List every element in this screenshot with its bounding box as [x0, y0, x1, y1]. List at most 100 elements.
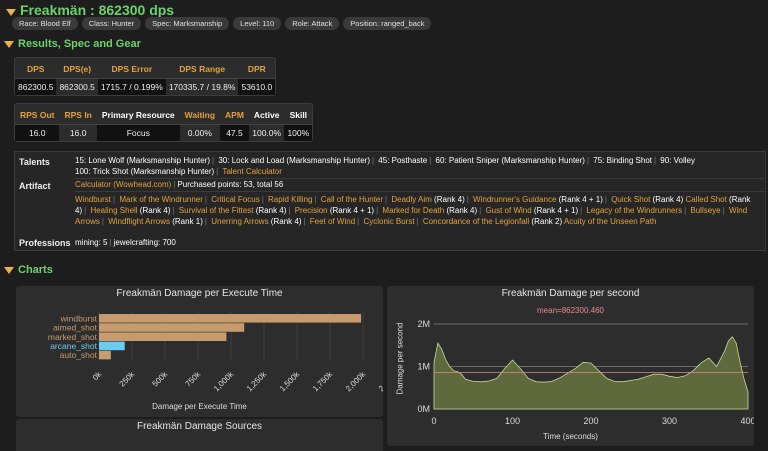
- bar: [99, 323, 245, 332]
- chart-title: Freakmän Damage Sources: [136, 421, 263, 432]
- artifact-trait[interactable]: Quick Shot (Rank 4): [611, 195, 684, 204]
- chart-subtitle: mean=862300.460: [537, 306, 604, 315]
- dps-area-series: [433, 336, 749, 410]
- bar: [99, 314, 362, 323]
- level-pill: Level: 110: [233, 17, 282, 30]
- bar: [99, 350, 111, 360]
- y-tick-label: 1M: [417, 362, 430, 372]
- talents-list: 15: Lone Wolf (Marksmanship Hunter) | 30:…: [75, 155, 765, 179]
- professions-label: Professions: [19, 238, 71, 248]
- artifact-trait[interactable]: Marked for Death (Rank 4): [382, 206, 478, 215]
- talent-item: 100: Trick Shot (Marksmanship Hunter): [75, 167, 215, 176]
- bar-label: marked_shot: [48, 332, 98, 342]
- artifact-trait[interactable]: Gust of Wind (Rank 4 + 1): [485, 206, 579, 215]
- skill-value: 100%: [284, 124, 313, 141]
- primary-resource-value: Focus: [96, 124, 180, 141]
- page-header[interactable]: Freakmän : 862300 dps: [6, 2, 174, 18]
- artifact-trait[interactable]: Wind Arrows: [75, 206, 748, 226]
- artifact-trait[interactable]: Windburst: [75, 195, 112, 204]
- artifact-trait[interactable]: Critical Focus: [211, 195, 260, 204]
- character-info-box: Talents 15: Lone Wolf (Marksmanship Hunt…: [14, 151, 766, 251]
- collapse-triangle-icon[interactable]: [4, 41, 14, 49]
- results-section-header[interactable]: Results, Spec and Gear: [4, 38, 141, 50]
- x-tick-label: 750k: [184, 369, 203, 388]
- x-tick-label: 200: [583, 416, 598, 426]
- rps-out-value: 16.0: [15, 124, 60, 141]
- professions-list: mining: 5 | jewelcrafting: 700: [75, 238, 176, 247]
- waiting-header: Waiting: [184, 110, 216, 120]
- collapse-triangle-icon[interactable]: [4, 267, 14, 275]
- charts-section-header[interactable]: Charts: [4, 264, 53, 276]
- bar-label: auto_shot: [60, 350, 98, 360]
- talent-calculator-link[interactable]: Talent Calculator: [222, 167, 282, 176]
- dpr-value: 53610.0: [238, 78, 276, 95]
- artifact-traits-list: Windburst | Mark of the Windrunner | Criti…: [75, 195, 751, 226]
- x-tick-label: 2,000k: [344, 369, 368, 393]
- active-value: 100.0%: [248, 124, 285, 141]
- talent-item: 75: Binding Shot: [593, 156, 652, 165]
- artifact-trait[interactable]: Windrunner's Guidance (Rank 4 + 1): [473, 195, 603, 204]
- talents-label: Talents: [19, 157, 50, 167]
- artifact-trait[interactable]: Call of the Hunter: [320, 195, 384, 204]
- skill-header: Skill: [289, 110, 308, 120]
- dpr-header: DPR: [247, 64, 266, 74]
- role-pill: Role: Attack: [285, 17, 340, 30]
- damage-per-second-chart: Freakmän Damage per second mean=862300.4…: [387, 286, 754, 446]
- artifact-trait[interactable]: Rapid Killing: [268, 195, 313, 204]
- dps-header: DPS: [26, 64, 45, 74]
- talent-item: 45: Posthaste: [378, 156, 428, 165]
- artifact-trait[interactable]: Precision (Rank 4 + 1): [294, 206, 375, 215]
- collapse-triangle-icon[interactable]: [6, 9, 16, 17]
- rps-in-value: 16.0: [59, 124, 97, 141]
- talent-item: 60: Patient Sniper (Marksmanship Hunter): [435, 156, 585, 165]
- artifact-trait[interactable]: Windflight Arrows (Rank 1): [108, 217, 203, 226]
- x-tick-label: 2,250k: [377, 369, 383, 393]
- bar-chart-svg: 0k 250k 500k 750k 1,000k 1,250k 1,500k 1,750k 2,…: [48, 312, 383, 393]
- area-chart-svg: 0M 1M 2M 0 100 200 300 400: [417, 319, 754, 426]
- artifact-trait[interactable]: Cyclonic Burst: [363, 217, 415, 226]
- waiting-value: 0.00%: [179, 124, 221, 141]
- x-tick-label: 1,000k: [212, 369, 236, 393]
- bar-label: arcane_shot: [50, 341, 97, 351]
- dps-range-header: DPS Range: [179, 64, 226, 74]
- active-header: Active: [253, 110, 280, 120]
- spec-pill: Spec: Marksmanship: [145, 17, 230, 30]
- dps-error-value: 1715.7 / 0.199%: [97, 78, 166, 95]
- race-pill: Race: Blood Elf: [12, 17, 78, 30]
- artifact-trait[interactable]: Mark of the Windrunner: [119, 195, 203, 204]
- talent-item: 15: Lone Wolf (Marksmanship Hunter): [75, 156, 211, 165]
- x-axis-label: Time (seconds): [543, 432, 598, 441]
- x-tick-label: 500k: [151, 369, 170, 388]
- profession-item: jewelcrafting: 700: [113, 238, 176, 247]
- profession-item: mining: 5: [75, 238, 108, 247]
- artifact-trait[interactable]: Unerring Arrows (Rank 4): [211, 217, 302, 226]
- dps-range-value: 170335.7 / 19.8%: [165, 78, 239, 95]
- artifact-trait[interactable]: Acuity of the Unseen Path: [563, 217, 657, 226]
- chart-title: Freakmän Damage per second: [501, 288, 640, 299]
- artifact-trait[interactable]: Deadly Aim (Rank 4): [391, 195, 465, 204]
- x-tick-label: 100: [505, 416, 520, 426]
- rps-in-header: RPS In: [64, 110, 92, 120]
- resource-table: RPS Out RPS In Primary Resource Waiting …: [14, 103, 314, 142]
- results-section-title: Results, Spec and Gear: [18, 38, 141, 50]
- x-tick-label: 1,750k: [311, 369, 335, 393]
- bar-label: aimed_shot: [53, 323, 98, 333]
- artifact-calculator-link[interactable]: Calculator (Wowhead.com): [75, 180, 172, 189]
- x-tick-label: 0: [431, 416, 436, 426]
- artifact-trait[interactable]: Bullseye: [690, 206, 721, 215]
- artifact-trait[interactable]: Concordance of the Legionfall (Rank 2): [422, 217, 563, 226]
- artifact-trait[interactable]: Healing Shell (Rank 4): [90, 206, 171, 215]
- y-tick-label: 0M: [417, 404, 430, 414]
- x-tick-label: 300: [662, 416, 677, 426]
- artifact-trait[interactable]: Survival of the Fittest (Rank 4): [178, 206, 287, 215]
- dps-value: 862300.5: [15, 78, 57, 95]
- bar-label: windburst: [60, 313, 98, 323]
- page-title: Freakmän : 862300 dps: [20, 2, 175, 18]
- artifact-trait[interactable]: Legacy of the Windrunners: [586, 206, 683, 215]
- artifact-trait[interactable]: Called Shot (Rank 4): [75, 195, 751, 215]
- apm-header: APM: [225, 110, 244, 120]
- artifact-trait[interactable]: Feet of Wind: [309, 217, 356, 226]
- primary-resource-header: Primary Resource: [101, 110, 175, 120]
- y-tick-label: 2M: [417, 319, 430, 329]
- dpse-value: 862300.5: [56, 78, 98, 95]
